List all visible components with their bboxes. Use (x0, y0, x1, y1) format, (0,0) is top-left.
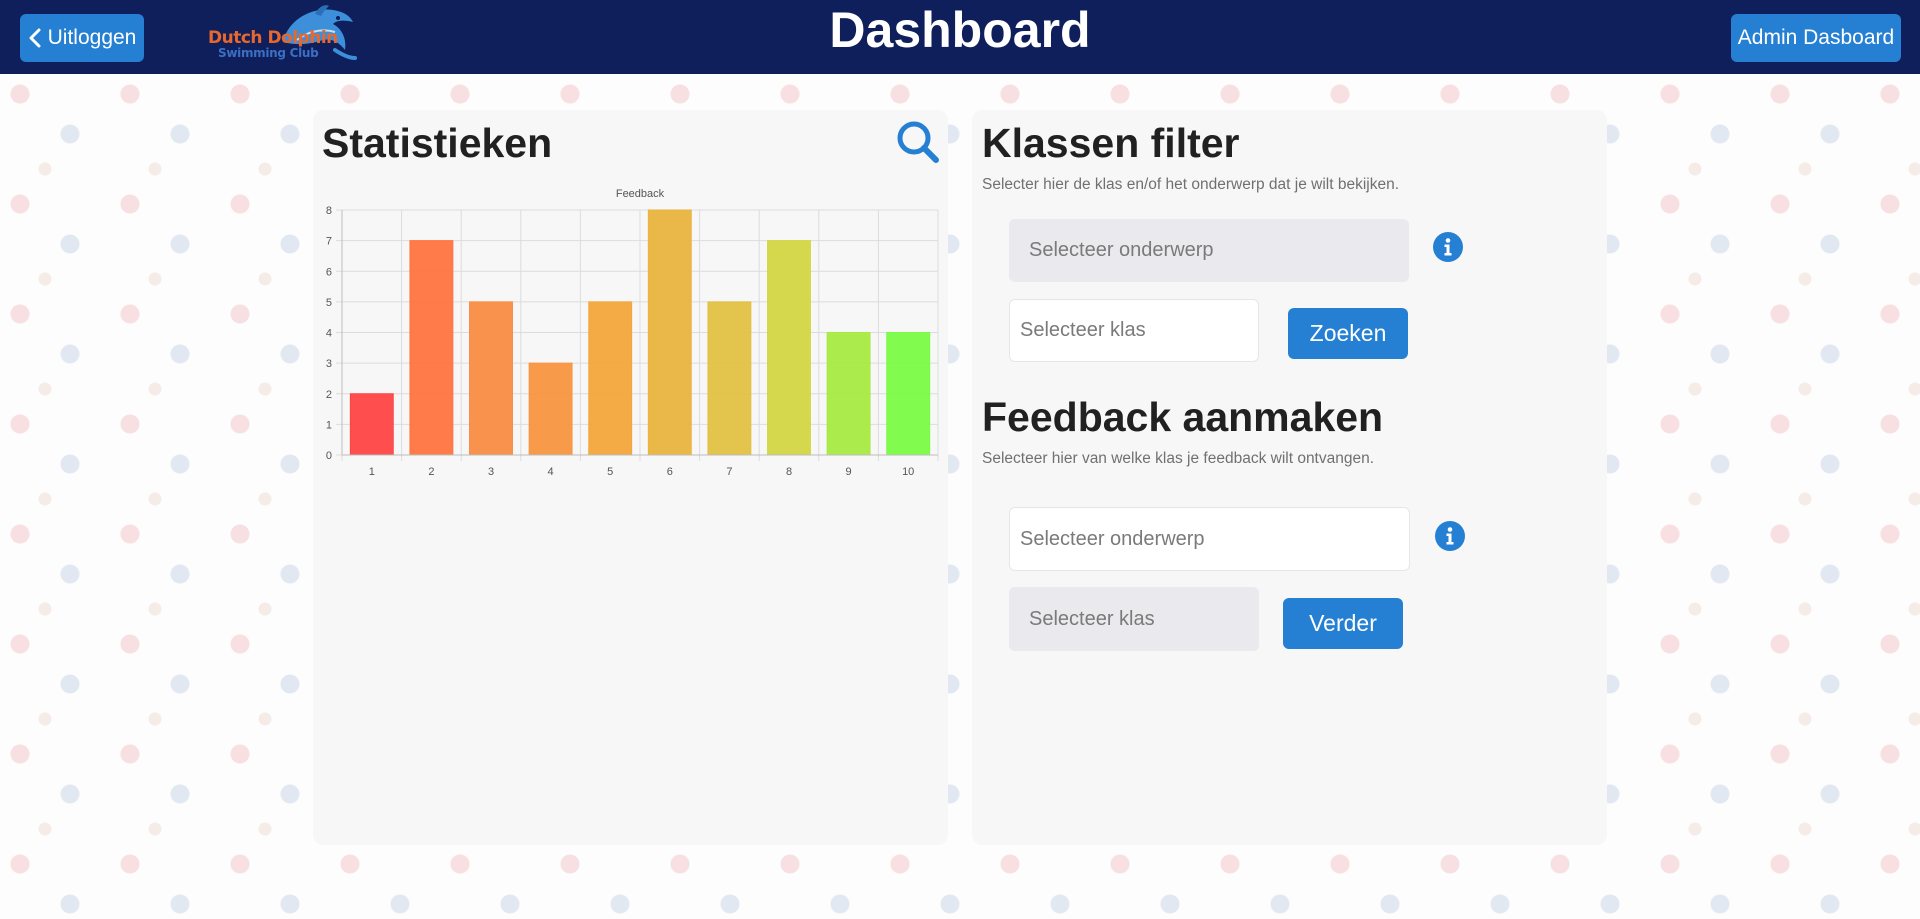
logo-title: Dutch Dolphin (208, 28, 338, 48)
chart-bar (767, 240, 811, 456)
chart-y-tick-label: 1 (326, 419, 332, 431)
dolphin-icon (283, 5, 357, 60)
chart-bar (409, 240, 454, 456)
chart-x-tick-label: 2 (428, 466, 434, 478)
filter-class-select[interactable]: Selecteer klas (1009, 299, 1259, 362)
logo-subtitle: Swimming Club (218, 46, 319, 60)
feedback-class-select[interactable]: Selecteer klas (1009, 587, 1259, 651)
chart-x-tick-label: 5 (607, 466, 613, 478)
chart-bar (528, 362, 573, 456)
chart-x-tick-label: 7 (726, 466, 732, 478)
chart-bar (707, 301, 752, 456)
statistics-panel: Statistieken Feedback 0 1 2 3 4 5 6 7 8 1 2 3 4 5 6 7 8 9 1… (313, 110, 948, 845)
chart-title: Feedback (616, 188, 665, 200)
chart-bar (647, 209, 692, 456)
feedback-bar-chart: Feedback 0 1 2 3 4 5 6 7 8 1 2 3 4 5 6 7 8 9 10 (326, 188, 939, 478)
chart-y-tick-label: 0 (326, 450, 332, 462)
chart-y-tick-label: 7 (326, 236, 332, 248)
chart-bar (349, 393, 394, 456)
chevron-left-icon (29, 28, 41, 48)
chart-x-tick-label: 3 (488, 466, 494, 478)
top-navigation-bar: Uitloggen Dutch Dolphin Swimming Club Da… (0, 0, 1920, 74)
club-logo[interactable]: Dutch Dolphin Swimming Club (205, 2, 357, 64)
chart-x-tick-label: 1 (369, 466, 375, 478)
search-button[interactable]: Zoeken (1288, 308, 1408, 359)
class-filter-description: Selecter hier de klas en/of het onderwer… (982, 176, 1400, 193)
class-panel: Klassen filter Selecter hier de klas en/… (972, 110, 1607, 845)
chart-y-tick-label: 6 (326, 266, 332, 278)
chart-bar (588, 301, 633, 456)
statistics-title: Statistieken (322, 120, 553, 166)
chart-x-tick-label: 9 (846, 466, 852, 478)
search-icon[interactable] (896, 120, 940, 164)
logout-label: Uitloggen (47, 26, 137, 49)
info-icon[interactable] (1435, 521, 1465, 551)
page-title: Dashboard (829, 2, 1091, 58)
chart-y-tick-label: 3 (326, 358, 332, 370)
chart-y-tick-label: 4 (326, 328, 332, 340)
feedback-create-title: Feedback aanmaken (982, 394, 1384, 440)
feedback-create-description: Selecteer hier van welke klas je feedbac… (982, 450, 1375, 467)
info-icon[interactable] (1433, 232, 1463, 262)
chart-x-tick-label: 8 (786, 466, 792, 478)
chart-bar (886, 332, 931, 456)
class-filter-title: Klassen filter (982, 120, 1240, 166)
logout-button[interactable]: Uitloggen (20, 14, 144, 62)
filter-subject-select[interactable]: Selecteer onderwerp (1009, 219, 1409, 282)
admin-dashboard-button[interactable]: Admin Dasboard (1731, 14, 1901, 62)
chart-y-tick-label: 2 (326, 389, 332, 401)
chart-y-tick-label: 8 (326, 205, 332, 217)
chart-bar (469, 301, 513, 456)
chart-y-tick-label: 5 (326, 297, 332, 309)
chart-x-tick-label: 6 (667, 466, 673, 478)
chart-x-tick-label: 4 (548, 466, 554, 478)
background-pattern (0, 74, 1920, 919)
chart-bar (826, 332, 871, 456)
chart-x-tick-label: 10 (902, 466, 914, 478)
next-button[interactable]: Verder (1283, 598, 1403, 649)
feedback-subject-select[interactable]: Selecteer onderwerp (1009, 507, 1410, 571)
